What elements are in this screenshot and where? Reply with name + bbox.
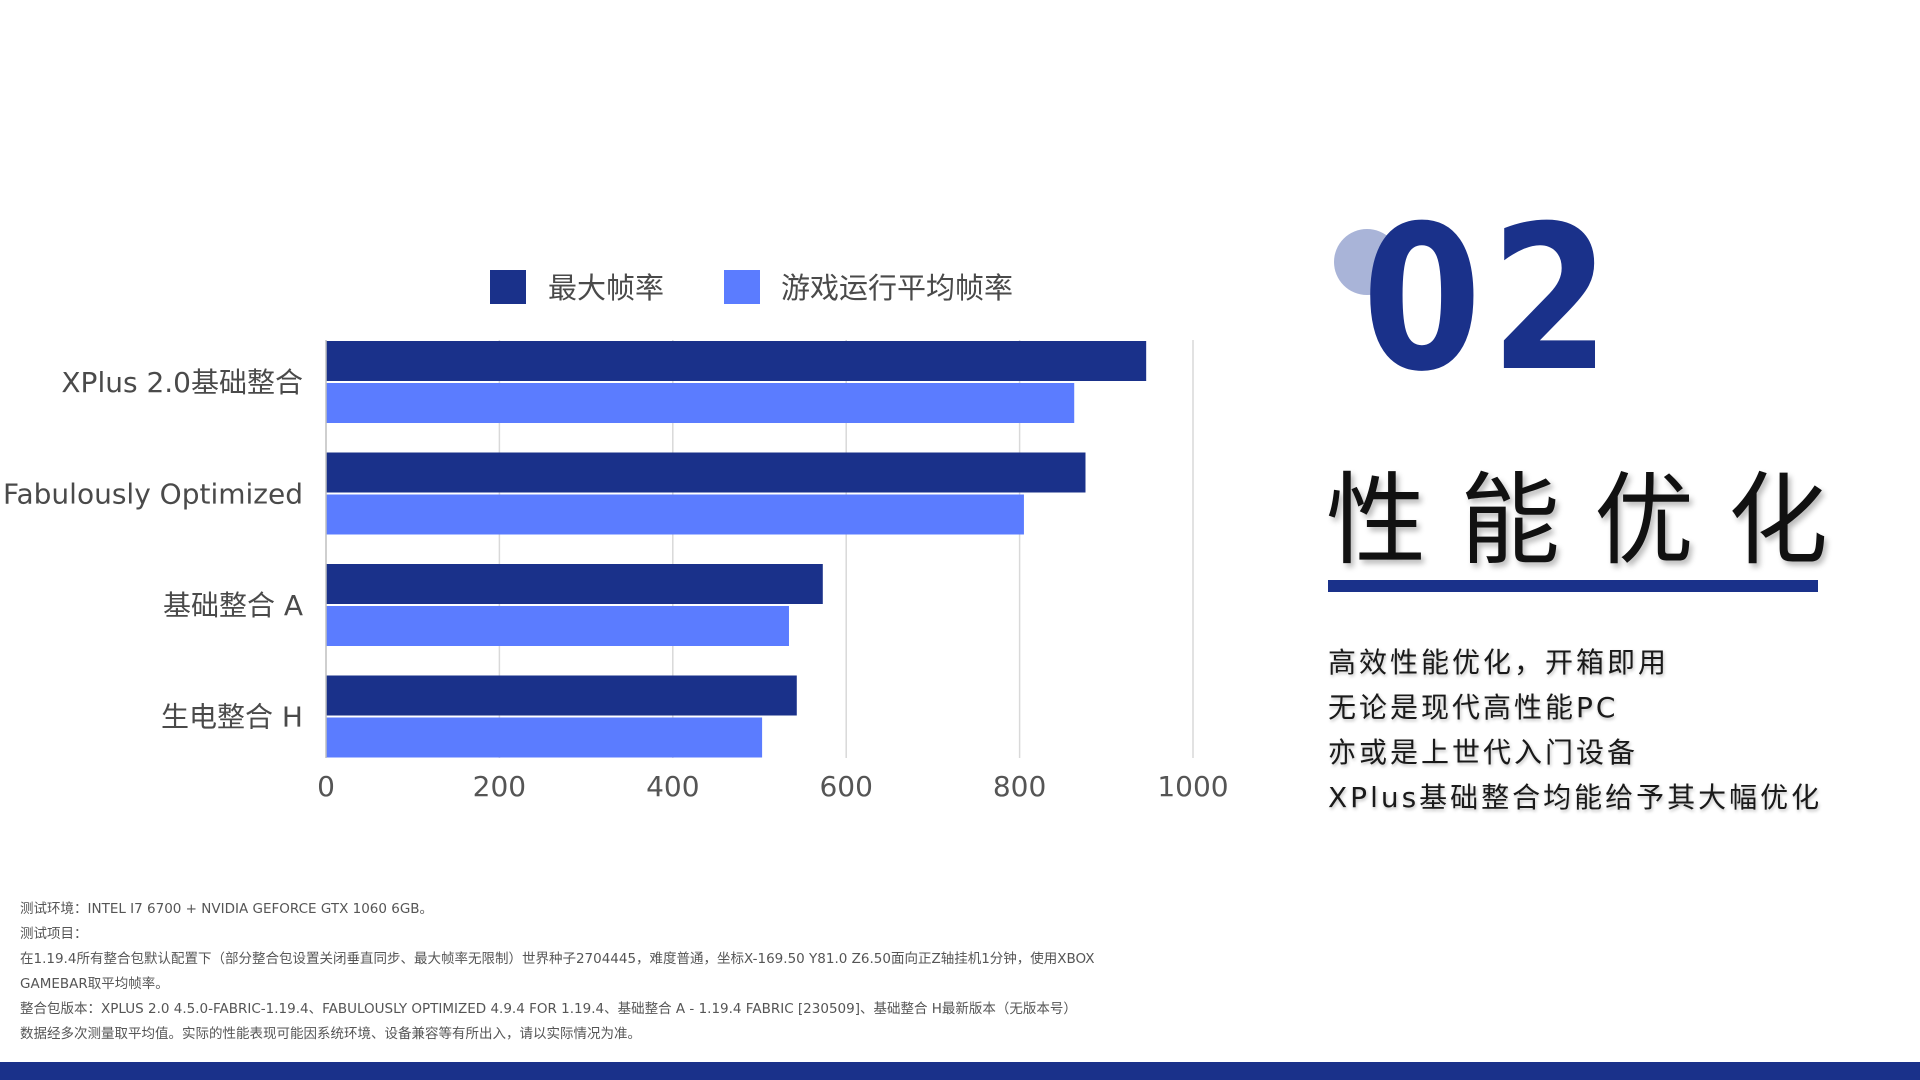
note-line: 数据经多次测量取平均值。实际的性能表现可能因系统环境、设备兼容等有所出入，请以实… [20, 1026, 641, 1042]
note-line: 测试项目： [20, 926, 88, 942]
description-line: 无论是现代高性能PC [1328, 691, 1619, 724]
section-description: 高效性能优化，开箱即用 无论是现代高性能PC 亦或是上世代入门设备 XPlus基… [1328, 640, 1908, 820]
description-line: 亦或是上世代入门设备 [1328, 736, 1639, 769]
section-number: 02 [1362, 183, 1619, 416]
chart-axis: 0 200 400 600 800 1000 XPlus 2.0基础整合 Fabulously… [3, 340, 1229, 803]
bar [326, 606, 789, 646]
description-line: 高效性能优化，开箱即用 [1328, 646, 1670, 679]
chart-bars [326, 341, 1147, 758]
bar [326, 717, 763, 758]
x-tick-label: 400 [646, 770, 699, 803]
description-line: XPlus基础整合均能给予其大幅优化 [1328, 781, 1823, 814]
bar [326, 564, 823, 604]
legend-label: 最大帧率 [548, 271, 664, 305]
category-label: Fabulously Optimized [3, 478, 303, 511]
bar [326, 452, 1086, 493]
x-tick-label: 600 [819, 770, 872, 803]
x-tick-label: 200 [473, 770, 526, 803]
bottom-accent-bar [0, 1062, 1920, 1080]
bar [326, 383, 1075, 423]
note-line: 测试环境：INTEL I7 6700 + NVIDIA GEFORCE GTX … [20, 901, 434, 917]
legend-label: 游戏运行平均帧率 [781, 271, 1013, 305]
title-underline [1328, 580, 1818, 592]
test-notes: 测试环境：INTEL I7 6700 + NVIDIA GEFORCE GTX … [20, 897, 1270, 1047]
legend-swatch [724, 270, 760, 304]
bar-chart: 0 200 400 600 800 1000 XPlus 2.0基础整合 Fabulously… [3, 270, 1229, 803]
bar [326, 675, 797, 716]
note-line: 整合包版本：XPLUS 2.0 4.5.0-FABRIC-1.19.4、FABU… [20, 1001, 1077, 1017]
chart-legend: 最大帧率 游戏运行平均帧率 [490, 270, 1013, 305]
x-tick-label: 0 [317, 770, 335, 803]
x-tick-label: 800 [993, 770, 1046, 803]
category-label: 基础整合 A [163, 589, 303, 622]
section-title: 性能优化 [1326, 462, 1862, 579]
bar [326, 494, 1024, 535]
category-label: 生电整合 H [161, 701, 303, 734]
x-tick-label: 1000 [1157, 770, 1228, 803]
decorative-circle [1334, 229, 1400, 295]
note-line: GAMEBAR取平均帧率。 [20, 976, 169, 992]
legend-swatch [490, 270, 526, 304]
bar [326, 341, 1147, 381]
category-label: XPlus 2.0基础整合 [61, 366, 303, 399]
note-line: 在1.19.4所有整合包默认配置下（部分整合包设置关闭垂直同步、最大帧率无限制）… [20, 951, 1095, 967]
